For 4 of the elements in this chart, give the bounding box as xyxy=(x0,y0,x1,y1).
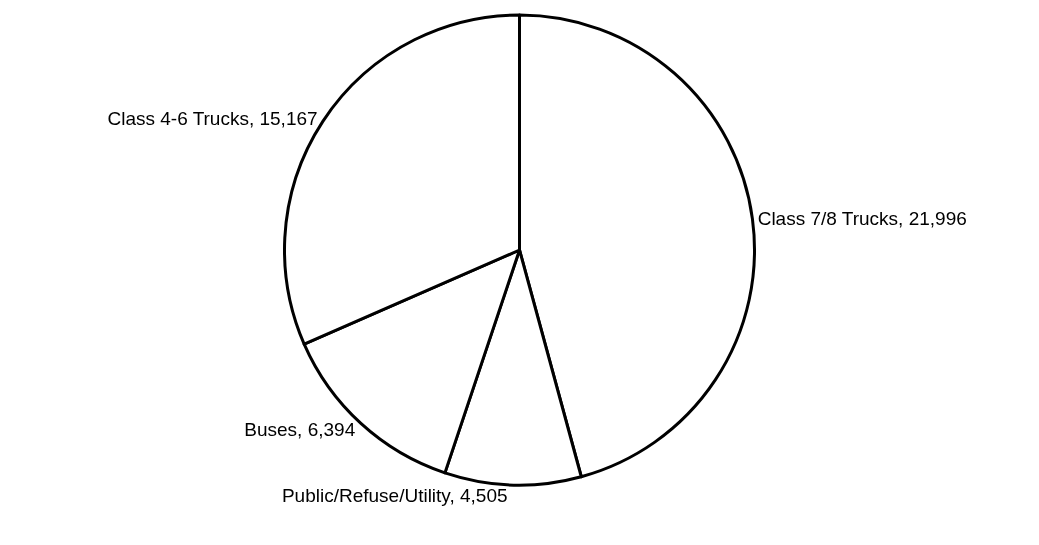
slice-label: Class 4-6 Trucks, 15,167 xyxy=(107,107,318,129)
slice-label: Class 7/8 Trucks, 21,996 xyxy=(757,208,967,230)
slice-label: Public/Refuse/Utility, 4,505 xyxy=(281,484,508,506)
slice-label: Buses, 6,394 xyxy=(244,418,356,440)
